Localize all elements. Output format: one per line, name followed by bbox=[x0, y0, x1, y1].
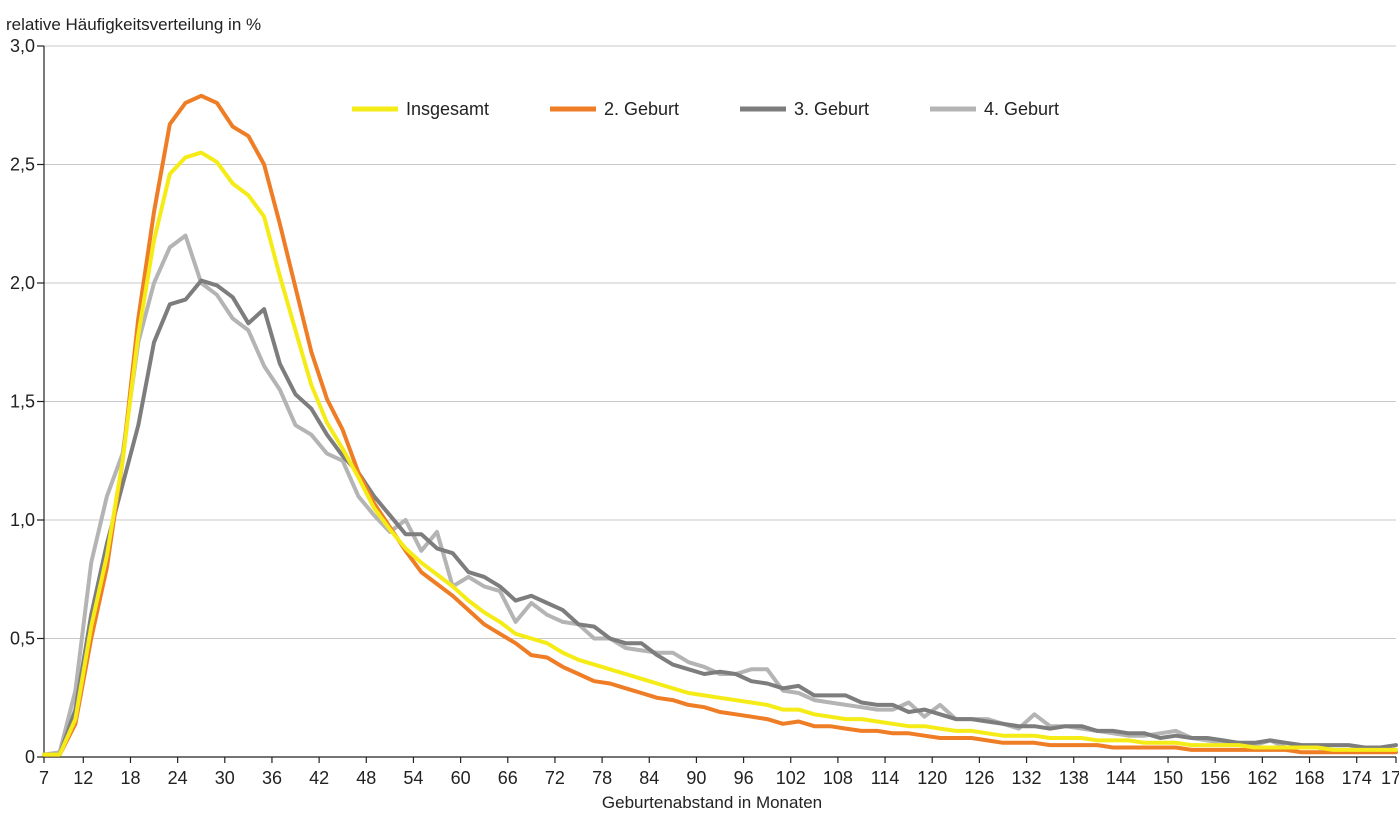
x-tick-label: 18 bbox=[120, 768, 140, 788]
y-tick-label: 1,0 bbox=[10, 510, 35, 530]
series-line-1 bbox=[42, 150, 1398, 757]
x-tick-label: 150 bbox=[1153, 768, 1183, 788]
x-tick-label: 144 bbox=[1106, 768, 1136, 788]
x-axis-title: Geburtenabstand in Monaten bbox=[602, 793, 822, 812]
x-axis-ticks: 7 12 18 24 30 36 42 48 54 60 66 72 78 84 90 96 102 108 114… bbox=[39, 757, 1399, 788]
x-tick-label: 54 bbox=[403, 768, 423, 788]
legend-label: 3. Geburt bbox=[794, 99, 869, 119]
x-tick-label: 7 bbox=[39, 768, 49, 788]
y-tick-label: 0 bbox=[25, 747, 35, 767]
x-tick-label: 132 bbox=[1012, 768, 1042, 788]
y-tick-label: 3,0 bbox=[10, 36, 35, 56]
x-tick-label: 72 bbox=[545, 768, 565, 788]
y-tick-label: 1,5 bbox=[10, 392, 35, 412]
legend-label: 4. Geburt bbox=[984, 99, 1059, 119]
gridlines bbox=[44, 45, 1396, 639]
x-tick-label: 12 bbox=[73, 768, 93, 788]
x-tick-label: 84 bbox=[639, 768, 659, 788]
x-tick-label: 102 bbox=[776, 768, 806, 788]
series-lines bbox=[42, 93, 1398, 757]
x-tick-label: 138 bbox=[1059, 768, 1089, 788]
legend-label: 2. Geburt bbox=[604, 99, 679, 119]
legend-label: Insgesamt bbox=[406, 99, 489, 119]
x-tick-label: 108 bbox=[823, 768, 853, 788]
x-tick-label: 114 bbox=[871, 768, 900, 788]
x-tick-label: 48 bbox=[356, 768, 376, 788]
x-tick-label: 66 bbox=[498, 768, 518, 788]
x-tick-label: 42 bbox=[309, 768, 329, 788]
x-tick-label: 90 bbox=[686, 768, 706, 788]
x-tick-label: 96 bbox=[734, 768, 754, 788]
y-tick-label: 2,5 bbox=[10, 155, 35, 175]
y-axis-ticks: 0 0,5 1,0 1,5 2,0 2,5 3,0 bbox=[10, 36, 44, 767]
x-tick-label: 24 bbox=[168, 768, 188, 788]
x-tick-label: 36 bbox=[262, 768, 282, 788]
x-tick-label: 30 bbox=[215, 768, 235, 788]
x-tick-label: 120 bbox=[917, 768, 947, 788]
legend: Insgesamt 2. Geburt 3. Geburt 4. Geburt bbox=[352, 99, 1059, 119]
x-tick-label: 162 bbox=[1247, 768, 1277, 788]
series-line-4 bbox=[42, 233, 1398, 757]
x-tick-label: 179 bbox=[1381, 768, 1399, 788]
y-axis-title: relative Häufigkeitsverteilung in % bbox=[6, 15, 261, 34]
x-tick-label: 60 bbox=[451, 768, 471, 788]
x-tick-label: 174 bbox=[1342, 768, 1372, 788]
y-tick-label: 0,5 bbox=[10, 629, 35, 649]
x-tick-label: 156 bbox=[1200, 768, 1230, 788]
series-line-2 bbox=[42, 93, 1398, 757]
y-tick-label: 2,0 bbox=[10, 273, 35, 293]
x-tick-label: 126 bbox=[964, 768, 994, 788]
series-line-3 bbox=[42, 278, 1398, 757]
x-tick-label: 78 bbox=[592, 768, 612, 788]
x-tick-label: 168 bbox=[1295, 768, 1325, 788]
